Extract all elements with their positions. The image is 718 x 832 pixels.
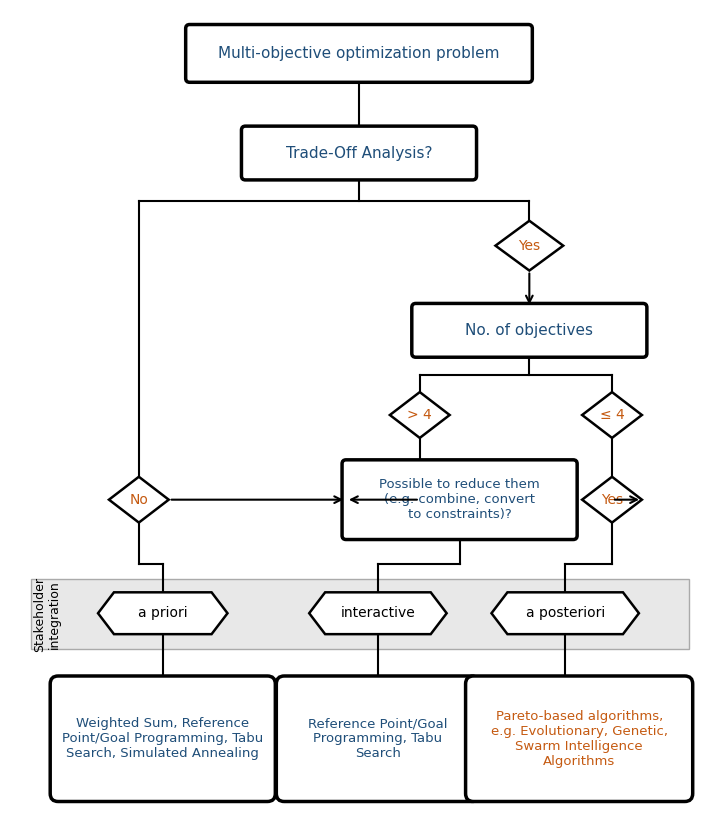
Text: interactive: interactive <box>340 607 415 620</box>
Polygon shape <box>309 592 447 634</box>
Polygon shape <box>98 592 228 634</box>
Text: No. of objectives: No. of objectives <box>465 323 593 338</box>
Text: Possible to reduce them
(e.g. combine, convert
to constraints)?: Possible to reduce them (e.g. combine, c… <box>379 478 540 521</box>
Text: a posteriori: a posteriori <box>526 607 605 620</box>
Text: Multi-objective optimization problem: Multi-objective optimization problem <box>218 46 500 61</box>
Text: ≤ 4: ≤ 4 <box>600 408 625 422</box>
Text: Pareto-based algorithms,
e.g. Evolutionary, Genetic,
Swarm Intelligence
Algorith: Pareto-based algorithms, e.g. Evolutiona… <box>490 710 668 768</box>
FancyBboxPatch shape <box>412 304 647 357</box>
Text: No: No <box>129 493 149 507</box>
Text: Trade-Off Analysis?: Trade-Off Analysis? <box>286 146 432 161</box>
Text: > 4: > 4 <box>407 408 432 422</box>
Polygon shape <box>492 592 639 634</box>
Polygon shape <box>582 392 642 438</box>
Polygon shape <box>390 392 449 438</box>
FancyBboxPatch shape <box>241 126 477 180</box>
Text: Weighted Sum, Reference
Point/Goal Programming, Tabu
Search, Simulated Annealing: Weighted Sum, Reference Point/Goal Progr… <box>62 717 264 760</box>
Text: Stakeholder
integration: Stakeholder integration <box>33 577 61 651</box>
FancyBboxPatch shape <box>276 676 480 801</box>
Text: Yes: Yes <box>601 493 623 507</box>
FancyBboxPatch shape <box>342 460 577 539</box>
FancyBboxPatch shape <box>465 676 693 801</box>
Bar <box>32 579 689 649</box>
Text: Reference Point/Goal
Programming, Tabu
Search: Reference Point/Goal Programming, Tabu S… <box>308 717 448 760</box>
Text: a priori: a priori <box>138 607 187 620</box>
Polygon shape <box>109 477 169 522</box>
Text: Yes: Yes <box>518 239 541 253</box>
FancyBboxPatch shape <box>50 676 275 801</box>
Polygon shape <box>582 477 642 522</box>
Polygon shape <box>495 220 563 270</box>
FancyBboxPatch shape <box>186 24 532 82</box>
